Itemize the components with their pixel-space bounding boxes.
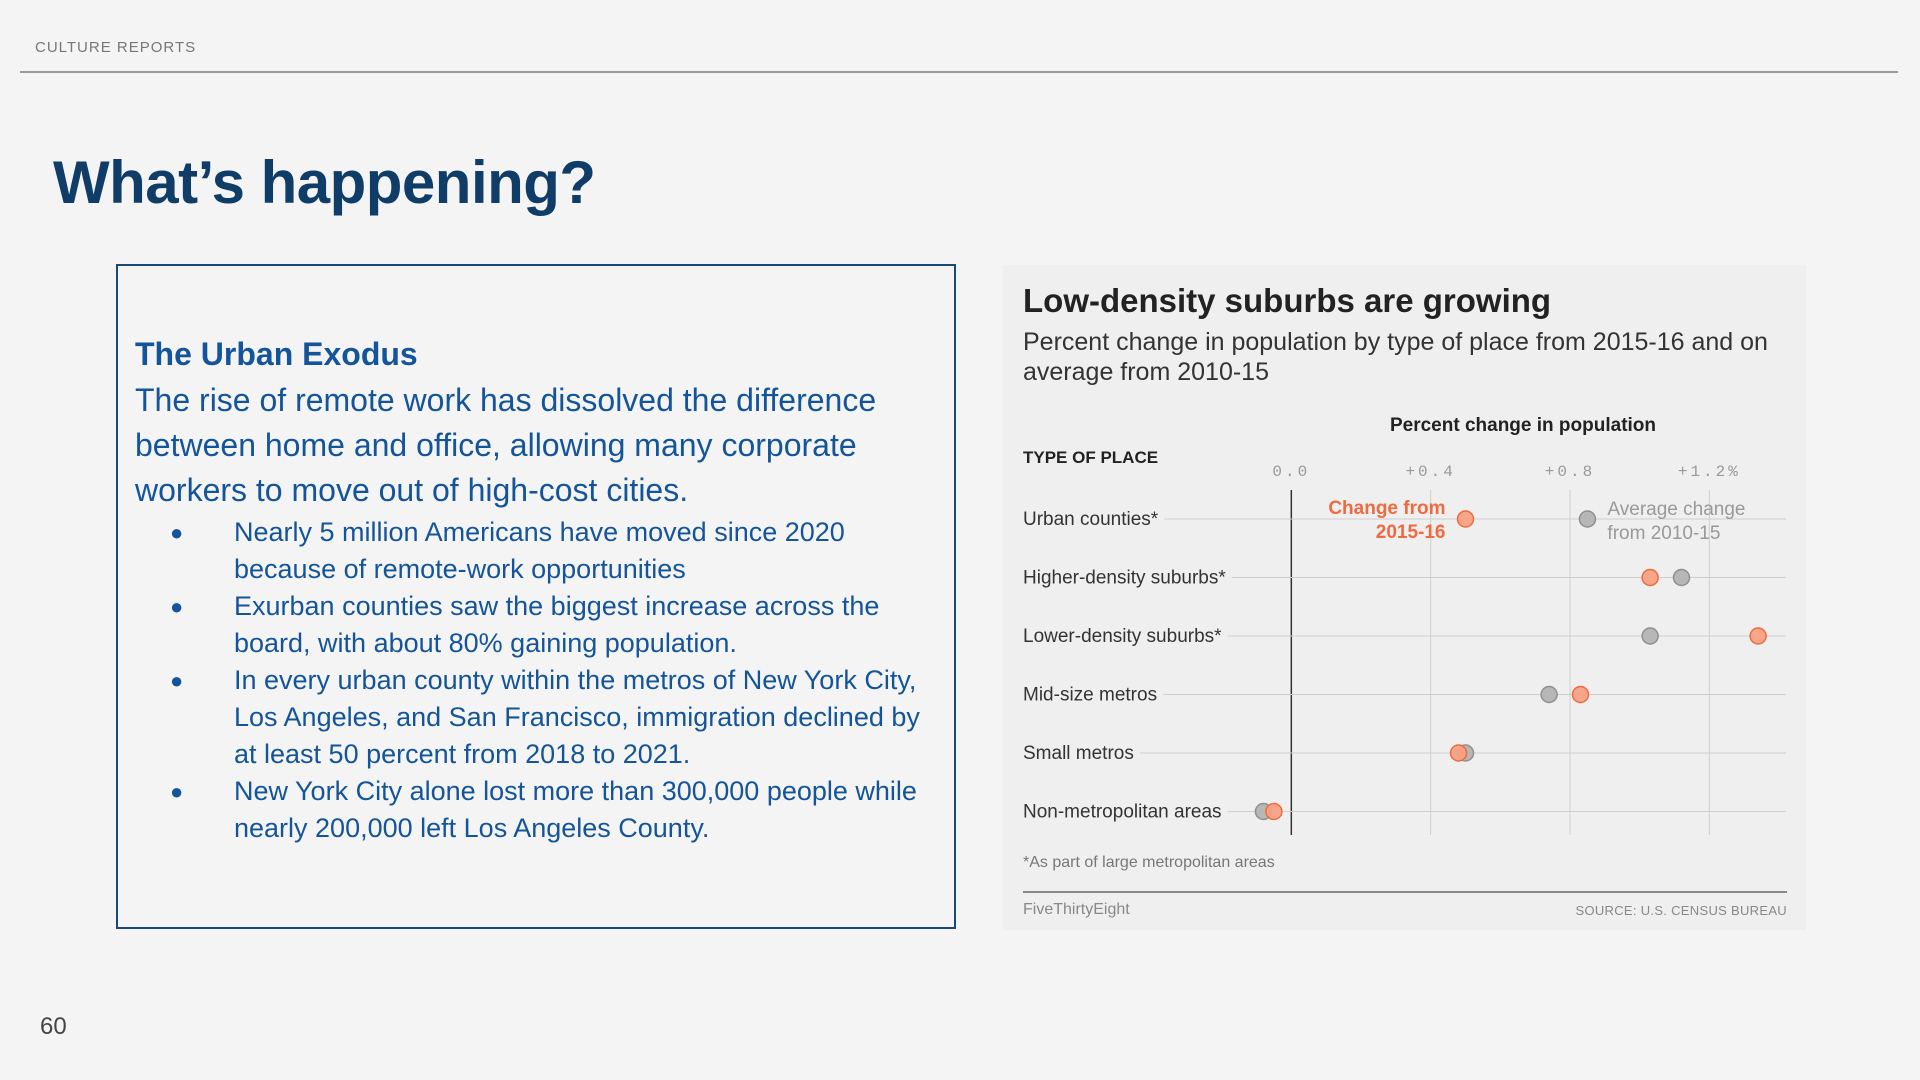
dot-2015-16: [1571, 685, 1590, 704]
row-label: Urban counties*: [1023, 509, 1159, 530]
chart-credit: FiveThirtyEight: [1023, 901, 1130, 918]
chart-footer-divider: [1023, 891, 1787, 893]
dot-2010-15-average: [1540, 685, 1558, 704]
annotation-2015-16-line1: Change from: [1328, 498, 1445, 519]
bullet-item: ● Exurban counties saw the biggest increa…: [118, 588, 948, 662]
bullet-text: In every urban county within the metros …: [234, 665, 920, 769]
bullet-list: ● Nearly 5 million Americans have moved s…: [118, 514, 948, 847]
row-label: Mid-size metros: [1023, 685, 1157, 706]
bullet-text: New York City alone lost more than 300,0…: [234, 776, 917, 843]
bullet-dot-icon: ●: [170, 594, 184, 619]
chart-card: Low-density suburbs are growing Percent …: [1003, 265, 1806, 930]
dot-2015-16: [1641, 568, 1659, 587]
chart-footnote: *As part of large metropolitan areas: [1023, 854, 1275, 871]
chart-subtitle: Percent change in population by type of …: [1023, 328, 1768, 386]
x-axis-title: Percent change in population: [1390, 415, 1656, 436]
dot-2010-15-average: [1672, 568, 1691, 587]
page-number: 60: [40, 1013, 67, 1040]
header-divider: [20, 71, 1898, 73]
panel-lead-paragraph: The rise of remote work has dissolved th…: [135, 382, 877, 508]
x-tick-label: 0.0: [1272, 463, 1310, 481]
row-label: Small metros: [1023, 743, 1134, 764]
dot-2015-16: [1265, 802, 1283, 821]
bullet-item: ● Nearly 5 million Americans have moved s…: [118, 514, 948, 588]
text-panel: The Urban Exodus The rise of remote work…: [116, 264, 956, 929]
bullet-dot-icon: ●: [170, 520, 184, 545]
bullet-dot-icon: ●: [170, 779, 184, 804]
x-tick-label: +0.4: [1405, 463, 1455, 481]
dot-2015-16: [1456, 510, 1475, 528]
x-tick-label: +1.2%: [1678, 463, 1741, 481]
dot-2010-15-average: [1578, 510, 1597, 528]
annotation-2015-16-line2: 2015-16: [1376, 522, 1446, 543]
slide-title: What’s happening?: [53, 149, 596, 216]
row-label: Higher-density suburbs*: [1023, 568, 1226, 589]
dot-2015-16: [1749, 627, 1767, 645]
dot-2015-16: [1449, 744, 1468, 762]
chart-source: SOURCE: U.S. CENSUS BUREAU: [1575, 903, 1787, 918]
y-axis-title: TYPE OF PLACE: [1023, 448, 1158, 467]
bullet-dot-icon: ●: [170, 668, 184, 693]
dot-2010-15-average: [1641, 627, 1659, 645]
dot-plot: TYPE OF PLACE Percent change in populatio…: [1023, 415, 1786, 835]
chart-title: Low-density suburbs are growing: [1023, 282, 1552, 319]
bullet-item: ● In every urban county within the metros…: [118, 662, 948, 773]
row-label: Lower-density suburbs*: [1023, 626, 1222, 647]
row-label: Non-metropolitan areas: [1023, 802, 1222, 823]
annotation-2010-15-line1: Average change: [1607, 499, 1745, 520]
bullet-item: ● New York City alone lost more than 300,…: [118, 773, 948, 847]
panel-heading: The Urban Exodus: [135, 336, 418, 372]
bullet-text: Exurban counties saw the biggest increas…: [234, 591, 880, 658]
bullet-text: Nearly 5 million Americans have moved si…: [234, 517, 845, 584]
section-label: CULTURE REPORTS: [35, 39, 197, 56]
x-tick-label: +0.8: [1545, 463, 1595, 481]
annotation-2010-15-line2: from 2010-15: [1607, 523, 1720, 544]
